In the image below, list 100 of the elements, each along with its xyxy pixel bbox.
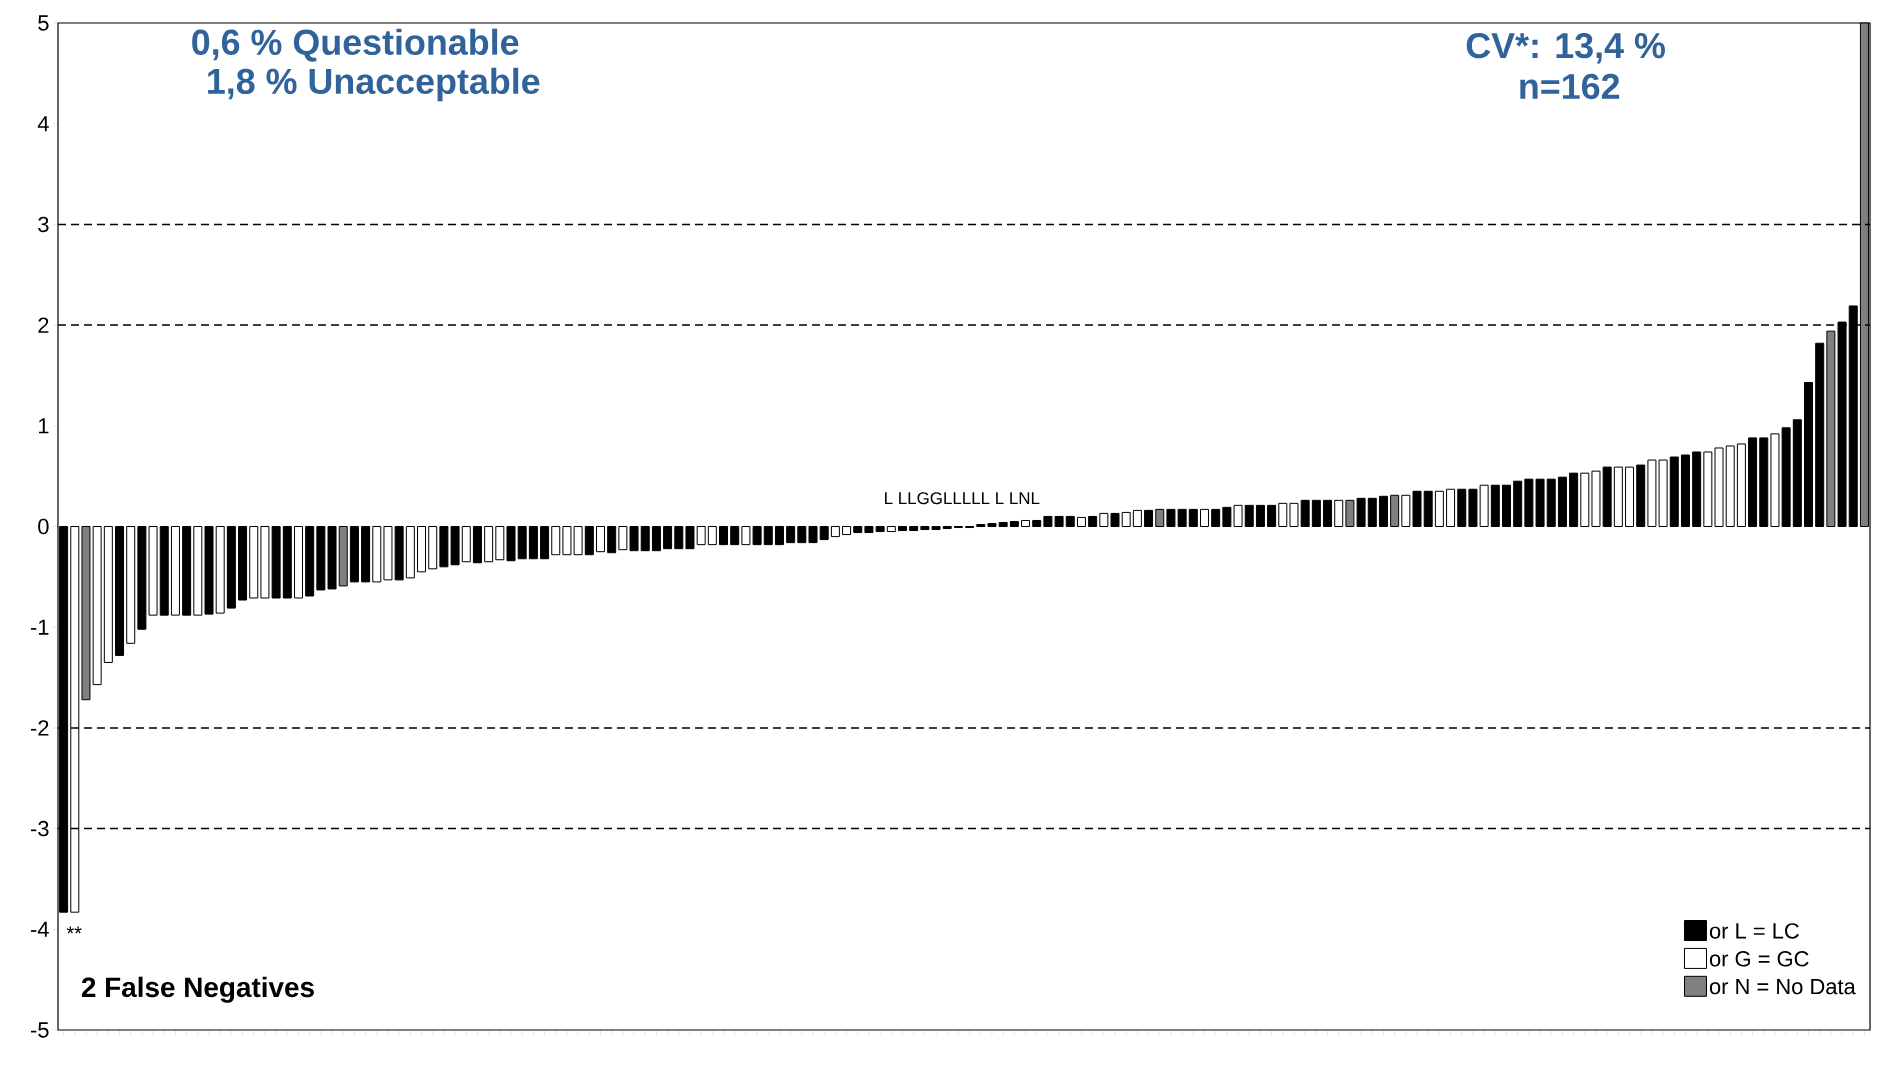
- bar: [1367, 497, 1377, 528]
- bar: [763, 526, 773, 546]
- bar: [1412, 490, 1422, 528]
- bar: [1680, 454, 1690, 528]
- bar: [1669, 456, 1679, 528]
- bar: [305, 526, 315, 597]
- bar: [126, 526, 136, 644]
- bar: [215, 526, 225, 614]
- bar: [853, 526, 863, 534]
- bar: [998, 521, 1008, 528]
- bar: [238, 526, 248, 601]
- bar: [417, 526, 427, 573]
- bar: [1289, 502, 1299, 528]
- bar: [383, 526, 393, 581]
- bar: [976, 524, 986, 528]
- y-tick-label: 2: [38, 317, 49, 333]
- bar: [103, 526, 113, 663]
- bar: [786, 526, 796, 544]
- bar: [685, 526, 695, 550]
- bar: [1065, 515, 1075, 528]
- bar: [1334, 499, 1344, 528]
- bar: [361, 526, 371, 583]
- bar: [1088, 515, 1098, 528]
- bar: [193, 526, 203, 616]
- bar: [1434, 490, 1444, 528]
- bar: [674, 526, 684, 550]
- bar: [282, 526, 292, 599]
- bar: [405, 526, 415, 579]
- bar: [1513, 480, 1523, 528]
- bar: [182, 526, 192, 616]
- bar: [115, 526, 125, 656]
- y-tick-label: 3: [38, 216, 49, 233]
- bar: [1144, 509, 1154, 528]
- bar: [707, 526, 717, 546]
- bar: [1300, 499, 1310, 528]
- bar: [819, 526, 829, 541]
- y-tick-label: -5: [30, 1022, 49, 1038]
- bar: [293, 526, 303, 599]
- bar: [1815, 342, 1825, 528]
- bar: [1423, 490, 1433, 528]
- bar: [1278, 502, 1288, 528]
- bar: [249, 526, 259, 599]
- y-tick-label: 5: [38, 15, 49, 31]
- y-tick-label: -3: [30, 820, 49, 837]
- y-tick-label: -2: [30, 720, 49, 736]
- bar: [607, 526, 617, 554]
- bar: [1703, 451, 1713, 528]
- bar: [1557, 476, 1567, 528]
- bar: [1792, 419, 1802, 528]
- bar: [1032, 519, 1042, 528]
- bar: [1401, 494, 1411, 528]
- bar: [1490, 484, 1500, 528]
- bar: [159, 526, 169, 616]
- bar: [1636, 464, 1646, 528]
- bar: [719, 526, 729, 546]
- bar: [461, 526, 471, 563]
- bar: [1390, 494, 1400, 528]
- annotation: CV*: 13,4 %: [1466, 32, 1665, 64]
- bar: [551, 526, 561, 556]
- bar: [484, 526, 494, 563]
- bar: [1021, 519, 1031, 528]
- bar: [1546, 478, 1556, 528]
- bar: [897, 526, 907, 532]
- bar: [1188, 508, 1198, 528]
- bar: [797, 526, 807, 544]
- bar: [540, 526, 550, 560]
- bar: [1759, 437, 1769, 528]
- bar: [1121, 511, 1131, 528]
- bar: [651, 526, 661, 552]
- bar: [1591, 470, 1601, 528]
- annotation: **: [66, 926, 82, 934]
- bar: [1714, 447, 1724, 528]
- bar: [1692, 451, 1702, 528]
- bar: [1457, 488, 1467, 528]
- bar: [506, 526, 516, 562]
- bar: [204, 526, 214, 615]
- bar: [1748, 437, 1758, 528]
- bar: [808, 526, 818, 544]
- bar: [1502, 484, 1511, 528]
- bar: [1110, 512, 1120, 528]
- annotation: 1,8 % Unacceptable: [208, 67, 540, 102]
- bar: [987, 522, 997, 528]
- bar: [886, 526, 896, 533]
- bar: [942, 526, 952, 530]
- bar: [1446, 488, 1456, 528]
- bar: [1211, 508, 1221, 528]
- bar: [1725, 445, 1735, 528]
- y-tick-label: 1: [38, 418, 49, 434]
- bar: [349, 526, 359, 583]
- bar: [1602, 466, 1612, 528]
- y-tick-label: 0: [38, 518, 49, 535]
- bar: [226, 526, 236, 609]
- bar: [1076, 516, 1086, 528]
- bar: [495, 526, 505, 561]
- bar: [1200, 508, 1209, 528]
- bar: [774, 526, 784, 546]
- bar: [1569, 472, 1579, 528]
- bar: [1132, 509, 1142, 528]
- bar: [640, 526, 650, 552]
- bar: [528, 526, 538, 560]
